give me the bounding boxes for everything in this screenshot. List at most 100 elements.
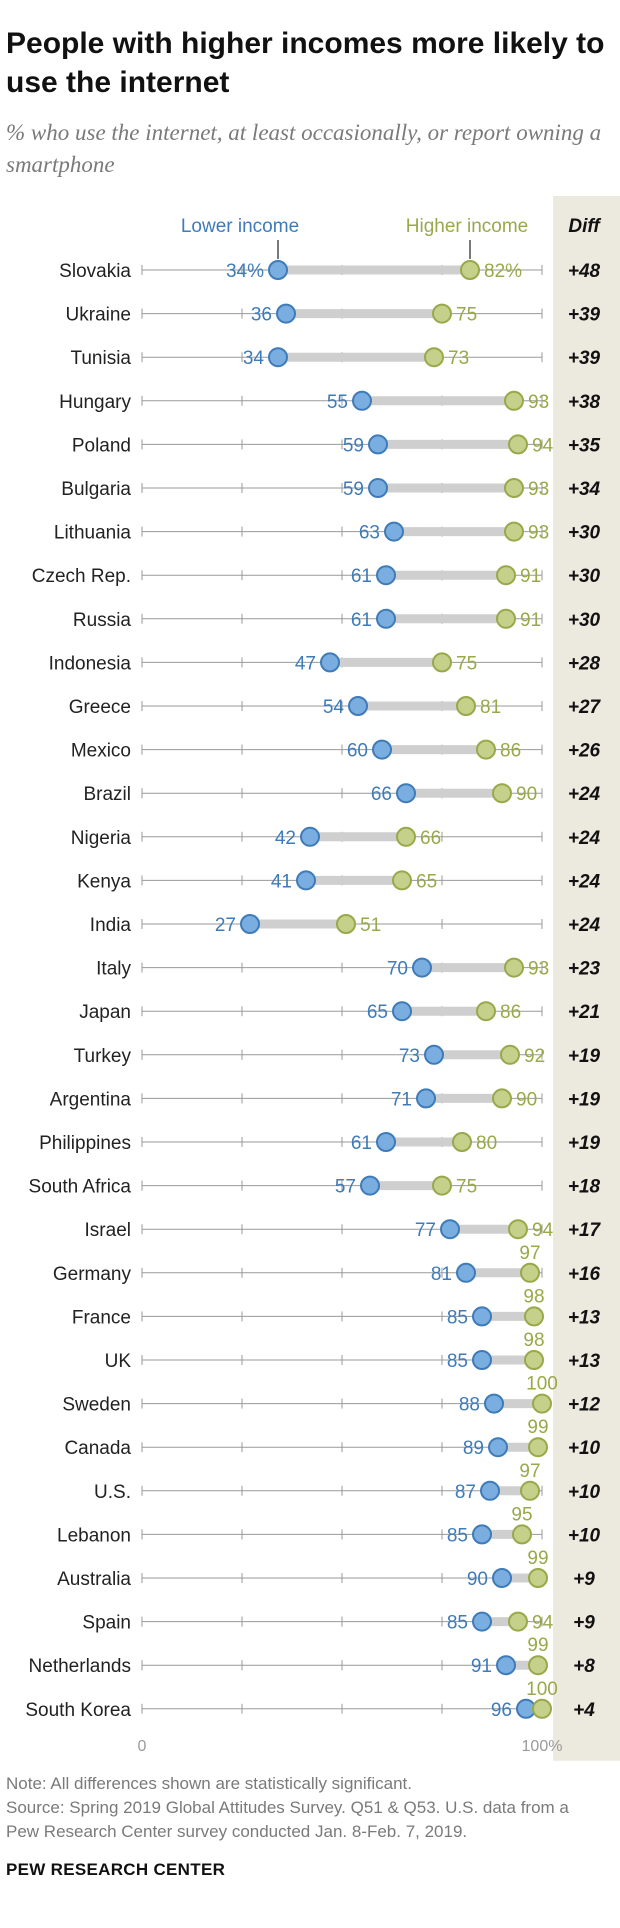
lower-income-value: 59 (343, 479, 364, 500)
lower-income-value: 42 (275, 828, 296, 849)
lower-income-dot (352, 390, 372, 411)
higher-income-value: 94 (532, 435, 554, 456)
country-label: Germany (53, 1264, 132, 1285)
higher-income-value: 91 (520, 566, 541, 587)
higher-income-value: 100 (526, 1374, 558, 1395)
diff-value: +24 (568, 871, 601, 892)
lower-income-dot (456, 1262, 476, 1283)
higher-income-dot (504, 478, 524, 498)
diff-value: +27 (568, 697, 602, 718)
country-label: South Africa (29, 1177, 132, 1198)
diff-value: +16 (568, 1264, 601, 1285)
higher-income-dot (532, 1393, 552, 1414)
higher-income-dot (504, 390, 524, 411)
country-label: Hungary (59, 392, 131, 413)
higher-income-dot (524, 1350, 544, 1370)
country-label: Lebanon (57, 1525, 131, 1546)
diff-value: +9 (573, 1569, 595, 1590)
lower-income-value: 90 (467, 1569, 488, 1590)
lower-income-dot (392, 1001, 412, 1022)
lower-income-value: 41 (271, 871, 292, 892)
higher-income-value: 90 (516, 784, 537, 805)
organization-name: PEW RESEARCH CENTER (6, 1860, 226, 1879)
higher-income-value: 100 (526, 1679, 558, 1700)
country-label: Nigeria (71, 828, 132, 849)
diff-value: +10 (568, 1438, 601, 1459)
higher-income-value: 93 (528, 392, 549, 413)
diff-value: +10 (568, 1525, 601, 1546)
country-label: South Korea (25, 1700, 131, 1721)
higher-income-value: 86 (500, 741, 521, 762)
higher-income-value: 80 (476, 1133, 497, 1154)
lower-income-value: 27 (215, 915, 236, 936)
higher-income-value: 97 (519, 1461, 540, 1482)
country-label: Greece (69, 697, 131, 718)
footnotes: Note: All differences shown are statisti… (6, 1772, 606, 1844)
country-label: Philippines (39, 1133, 131, 1154)
lower-income-value: 65 (367, 1002, 388, 1023)
higher-income-value: 93 (528, 959, 549, 980)
lower-income-value: 70 (387, 959, 408, 980)
diff-value: +30 (568, 566, 601, 587)
higher-income-dot (496, 608, 516, 629)
higher-income-dot (456, 696, 476, 716)
diff-value: +39 (568, 348, 601, 369)
lower-income-dot (376, 565, 396, 586)
lower-income-dot (412, 957, 432, 978)
lower-income-dot (376, 1132, 396, 1152)
dot-plot-chart: Lower income Higher income Diff Slovakia 34%… (25, 196, 620, 1761)
diff-column-header: Diff (568, 216, 601, 237)
lower-income-dot (268, 260, 288, 280)
lower-income-value: 34 (243, 348, 265, 369)
legend-lower-income: Lower income (181, 216, 299, 237)
diff-value: +48 (568, 261, 601, 282)
axis-label-min: 0 (138, 1738, 147, 1755)
lower-income-dot (484, 1393, 504, 1414)
higher-income-dot (492, 1088, 512, 1109)
country-label: Australia (57, 1569, 131, 1590)
lower-income-dot (416, 1088, 436, 1109)
lower-income-value: 85 (447, 1613, 468, 1634)
higher-income-value: 94 (532, 1220, 554, 1241)
higher-income-value: 65 (416, 871, 437, 892)
lower-income-dot (320, 652, 340, 673)
lower-income-dot (376, 608, 396, 629)
higher-income-value: 93 (528, 479, 549, 500)
higher-income-value: 75 (456, 1177, 477, 1198)
diff-value: +24 (568, 828, 601, 849)
diff-value: +24 (568, 784, 601, 805)
higher-income-dot (396, 826, 416, 847)
higher-income-dot (500, 1044, 520, 1065)
higher-income-dot (532, 1698, 552, 1719)
lower-income-value: 59 (343, 435, 364, 456)
diff-value: +26 (568, 741, 601, 762)
country-label: Spain (82, 1613, 131, 1634)
higher-income-dot (492, 783, 512, 804)
diff-value: +35 (568, 435, 601, 456)
lower-income-dot (372, 739, 392, 760)
higher-income-dot (476, 1001, 496, 1022)
lower-income-value: 91 (471, 1656, 492, 1677)
lower-income-dot (472, 1350, 492, 1370)
higher-income-value: 98 (523, 1330, 544, 1351)
lower-income-value: 47 (295, 653, 316, 674)
lower-income-dot (424, 1044, 444, 1065)
diff-value: +18 (568, 1177, 601, 1198)
lower-income-dot (472, 1611, 492, 1632)
diff-value: +38 (568, 392, 601, 413)
higher-income-value: 66 (420, 828, 441, 849)
lower-income-value: 66 (371, 784, 392, 805)
diff-value: +17 (568, 1220, 602, 1241)
higher-income-value: 91 (520, 610, 541, 631)
higher-income-value: 82% (484, 261, 522, 282)
lower-income-value: 71 (391, 1089, 412, 1110)
lower-income-value: 61 (351, 610, 372, 631)
lower-income-dot (488, 1437, 508, 1458)
country-label: Bulgaria (61, 479, 131, 500)
higher-income-value: 81 (480, 697, 501, 718)
chart-subtitle: % who use the internet, at least occasio… (6, 120, 602, 177)
diff-value: +39 (568, 305, 601, 326)
lower-income-dot (240, 914, 260, 934)
lower-income-value: 54 (323, 697, 345, 718)
lower-income-dot (348, 696, 368, 716)
